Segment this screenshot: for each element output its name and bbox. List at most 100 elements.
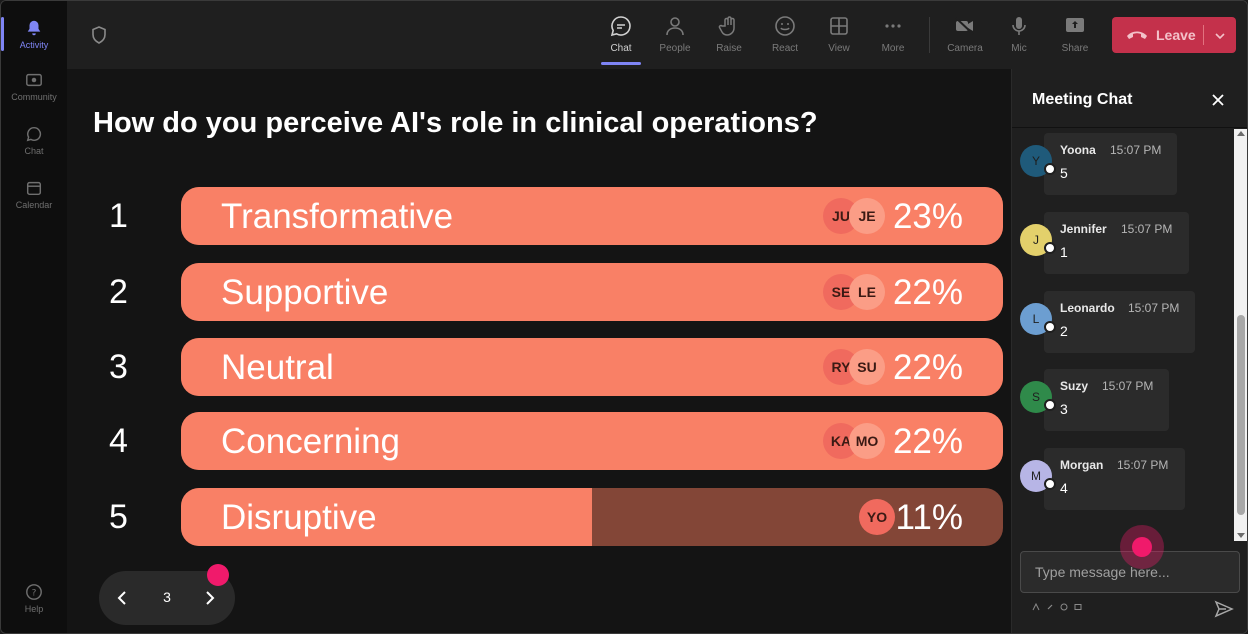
emoji-icon[interactable] (1060, 603, 1068, 613)
rail-item-chat[interactable]: Chat (1, 115, 67, 165)
leave-button[interactable]: Leave (1112, 17, 1236, 53)
format-icon[interactable] (1032, 602, 1040, 613)
option-bar[interactable]: Transformative JU JE 23% (181, 187, 1003, 245)
community-icon (24, 70, 44, 90)
poll-option-row[interactable]: 3 Neutral RY SU 22% (67, 338, 1011, 398)
status-dot (1044, 478, 1056, 490)
sender-name: Morgan (1060, 458, 1104, 472)
toolbar-label: Share (1061, 43, 1089, 54)
toolbar-label: More (881, 43, 905, 54)
leave-divider (1203, 25, 1204, 45)
chevron-right-icon[interactable] (199, 588, 219, 608)
more-button[interactable]: More (865, 9, 921, 63)
message-bubble: Jennifer 15:07 PM 1 (1044, 212, 1189, 274)
option-label: Supportive (221, 273, 389, 312)
chat-message-list: Yoona 15:07 PM 5 Y Jennifer 15:07 PM 1 J… (1012, 129, 1232, 541)
attach-icon[interactable] (1046, 603, 1054, 613)
poll-option-row[interactable]: 5 Disruptive YO 11% (67, 488, 1011, 548)
calendar-icon (24, 178, 44, 198)
react-button[interactable]: React (757, 9, 813, 63)
rail-item-help[interactable]: ? Help (1, 573, 67, 623)
rail-item-activity[interactable]: Activity (1, 9, 67, 59)
option-bar[interactable]: Supportive SE LE 22% (181, 263, 1003, 321)
chat-icon (24, 124, 44, 144)
message-bubble: Suzy 15:07 PM 3 (1044, 369, 1169, 431)
chat-message: Morgan 15:07 PM 4 M (1012, 444, 1232, 510)
pointer-highlight (1120, 525, 1164, 569)
chevron-left-icon[interactable] (113, 588, 133, 608)
option-label: Transformative (221, 197, 454, 236)
help-icon: ? (24, 582, 44, 602)
option-number: 4 (109, 422, 128, 460)
gif-icon[interactable] (1074, 603, 1082, 613)
scroll-down-arrow-icon[interactable] (1237, 533, 1245, 538)
send-icon[interactable] (1214, 599, 1234, 619)
sender-name: Suzy (1060, 379, 1089, 393)
notification-dot (207, 564, 229, 586)
poll-stage: How do you perceive AI's role in clinica… (67, 69, 1011, 633)
toolbar-label: Raise (716, 43, 742, 54)
option-percent: 22% (892, 348, 963, 387)
toolbar-label: Chat (610, 43, 632, 54)
rail-label: Activity (19, 40, 49, 50)
chat-scrollbar[interactable] (1234, 129, 1247, 541)
status-dot (1044, 399, 1056, 411)
poll-option-row[interactable]: 2 Supportive SE LE 22% (67, 263, 1011, 323)
smiley-icon (772, 13, 798, 39)
poll-option-row[interactable]: 1 Transformative JU JE 23% (67, 187, 1011, 247)
option-bar[interactable]: Concerning KA MO 22% (181, 412, 1003, 470)
option-bar[interactable]: Neutral RY SU 22% (181, 338, 1003, 396)
option-percent: 23% (892, 197, 963, 236)
avatar: MO (849, 423, 885, 459)
share-screen-icon (1062, 13, 1088, 39)
scroll-up-arrow-icon[interactable] (1237, 131, 1245, 136)
share-button[interactable]: Share (1047, 9, 1103, 63)
message-text: 4 (1060, 480, 1068, 496)
option-label: Concerning (221, 422, 400, 461)
raise-hand-button[interactable]: Raise (701, 9, 757, 63)
chat-message: Suzy 15:07 PM 3 S (1012, 365, 1232, 431)
message-bubble: Yoona 15:07 PM 5 (1044, 133, 1177, 195)
message-text: 2 (1060, 323, 1068, 339)
option-bar-fill (181, 488, 592, 546)
chat-button[interactable]: Chat (593, 9, 649, 65)
message-time: 15:07 PM (1121, 222, 1173, 236)
chat-icon (608, 13, 634, 39)
bell-icon (24, 18, 44, 38)
grid-icon (826, 13, 852, 39)
sender-name: Jennifer (1060, 222, 1107, 236)
chat-message-input[interactable] (1020, 551, 1240, 593)
scroll-thumb[interactable] (1237, 315, 1245, 515)
mic-icon (1006, 13, 1032, 39)
avatar: YO (859, 499, 895, 535)
rail-label: Chat (24, 146, 44, 156)
avatar: LE (849, 274, 885, 310)
rail-label: Calendar (15, 200, 53, 210)
rail-item-calendar[interactable]: Calendar (1, 169, 67, 219)
rail-item-community[interactable]: Community (1, 61, 67, 111)
option-percent: 22% (892, 422, 963, 461)
message-time: 15:07 PM (1102, 379, 1154, 393)
option-number: 3 (109, 348, 128, 386)
mic-button[interactable]: Mic (991, 9, 1047, 63)
message-text: 3 (1060, 401, 1068, 417)
close-icon[interactable] (1211, 93, 1225, 107)
view-button[interactable]: View (811, 9, 867, 63)
toolbar-label: People (659, 43, 691, 54)
chat-message: Jennifer 15:07 PM 1 J (1012, 208, 1232, 274)
poll-question: How do you perceive AI's role in clinica… (93, 107, 818, 139)
shield-icon[interactable] (89, 25, 109, 45)
toolbar-divider (929, 17, 930, 53)
left-rail: Activity Community Chat Calendar ? Help (1, 1, 67, 633)
option-bar[interactable]: Disruptive YO 11% (181, 488, 1003, 546)
poll-option-row[interactable]: 4 Concerning KA MO 22% (67, 412, 1011, 472)
sender-name: Leonardo (1060, 301, 1115, 315)
chevron-down-icon[interactable] (1214, 29, 1226, 41)
option-percent: 11% (895, 498, 963, 537)
people-button[interactable]: People (647, 9, 703, 63)
status-dot (1044, 242, 1056, 254)
chat-message: Leonardo 15:07 PM 2 L (1012, 287, 1232, 353)
camera-button[interactable]: Camera (937, 9, 993, 63)
status-dot (1044, 321, 1056, 333)
